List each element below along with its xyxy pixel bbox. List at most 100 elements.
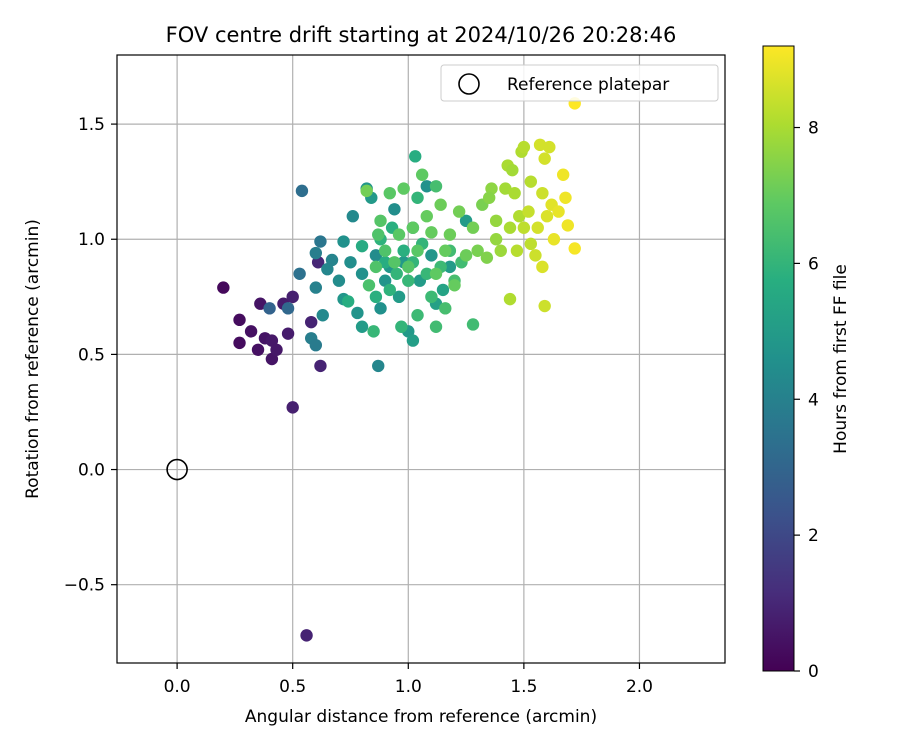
- colorbar-label: Hours from first FF file: [831, 264, 851, 454]
- data-point: [482, 191, 496, 204]
- data-point: [524, 175, 538, 188]
- data-point: [355, 267, 369, 280]
- data-point: [217, 281, 230, 294]
- colorbar-tick-label: 6: [808, 254, 819, 274]
- data-point: [300, 629, 313, 642]
- colorbar: [762, 45, 795, 672]
- data-point: [524, 237, 538, 251]
- data-point: [538, 299, 551, 313]
- data-point: [392, 228, 406, 241]
- grid: [117, 55, 725, 663]
- data-point: [286, 290, 299, 304]
- data-point: [374, 302, 387, 315]
- x-tick-label: 1.5: [510, 677, 537, 697]
- data-point: [561, 219, 574, 232]
- data-point: [466, 221, 480, 234]
- data-point: [362, 279, 376, 292]
- data-point: [459, 249, 473, 262]
- data-point: [233, 336, 246, 350]
- y-axis-label: Rotation from reference (arcmin): [23, 219, 43, 499]
- data-point: [341, 295, 355, 308]
- data-point: [531, 221, 544, 234]
- data-point: [503, 292, 517, 306]
- colorbar-tick-label: 0: [808, 662, 819, 682]
- data-point: [517, 140, 531, 154]
- data-point: [367, 325, 380, 338]
- data-point: [443, 260, 457, 274]
- data-point: [489, 233, 503, 246]
- data-point: [355, 320, 369, 333]
- data-point: [510, 244, 524, 257]
- data-point: [420, 180, 433, 193]
- data-point: [411, 309, 424, 322]
- data-point: [293, 267, 306, 280]
- data-point: [471, 244, 484, 257]
- x-tick-label: 1.0: [395, 677, 422, 697]
- data-point: [538, 152, 551, 165]
- data-point: [346, 210, 360, 223]
- data-point: [388, 203, 401, 216]
- data-point: [314, 235, 327, 248]
- data-point: [369, 290, 383, 304]
- data-point: [351, 306, 364, 320]
- data-point: [411, 191, 424, 204]
- data-point: [332, 274, 346, 287]
- y-tick-label: 0.0: [78, 461, 105, 481]
- legend-label: Reference platepar: [507, 75, 669, 95]
- legend: Reference platepar: [440, 64, 719, 102]
- colorbar-tick-label: 8: [808, 119, 819, 139]
- data-point: [536, 186, 549, 200]
- data-point: [316, 309, 329, 322]
- data-point: [503, 221, 517, 234]
- data-point: [251, 343, 265, 356]
- data-point: [390, 267, 403, 280]
- data-point: [270, 343, 283, 356]
- data-point: [439, 244, 452, 257]
- chart-title: FOV centre drift starting at 2024/10/26 …: [166, 23, 677, 47]
- data-point: [374, 214, 387, 228]
- data-point: [378, 244, 392, 257]
- data-point: [429, 180, 443, 193]
- data-point: [429, 267, 443, 280]
- data-point: [522, 205, 535, 218]
- y-ticks: −0.5 0.0 0.5 1.0 1.5: [64, 115, 117, 596]
- x-tick-label: 0.5: [279, 677, 306, 697]
- data-point: [295, 184, 309, 198]
- data-point: [314, 359, 327, 373]
- data-point: [559, 191, 572, 204]
- data-point: [443, 228, 457, 241]
- data-point: [369, 249, 383, 262]
- data-point: [420, 210, 433, 223]
- data-point: [233, 313, 246, 327]
- data-point: [425, 226, 438, 239]
- data-point: [517, 221, 531, 234]
- data-point: [325, 253, 339, 267]
- data-point: [372, 359, 385, 373]
- data-point: [420, 267, 433, 280]
- data-point: [439, 302, 452, 315]
- x-axis-label: Angular distance from reference (arcmin): [245, 707, 597, 727]
- x-tick-label: 2.0: [626, 677, 653, 697]
- data-point: [402, 260, 415, 274]
- data-point: [489, 214, 503, 228]
- data-point: [378, 256, 392, 269]
- legend-open-circle-icon: [458, 73, 480, 95]
- data-point: [543, 140, 556, 154]
- data-point: [499, 182, 512, 195]
- data-point: [383, 186, 396, 200]
- data-point: [552, 205, 565, 218]
- data-point: [309, 281, 323, 294]
- y-tick-label: 1.0: [78, 230, 105, 250]
- data-point: [425, 249, 438, 262]
- data-point: [344, 256, 357, 269]
- data-point: [466, 318, 480, 331]
- data-point: [508, 186, 521, 200]
- data-point: [529, 249, 542, 262]
- reference-platepar-marker: [166, 458, 188, 481]
- colorbar-tick-label: 4: [808, 390, 819, 410]
- data-point: [436, 283, 450, 297]
- data-point: [536, 260, 549, 274]
- data-point: [265, 334, 279, 347]
- data-point: [321, 262, 334, 276]
- data-point: [429, 320, 443, 333]
